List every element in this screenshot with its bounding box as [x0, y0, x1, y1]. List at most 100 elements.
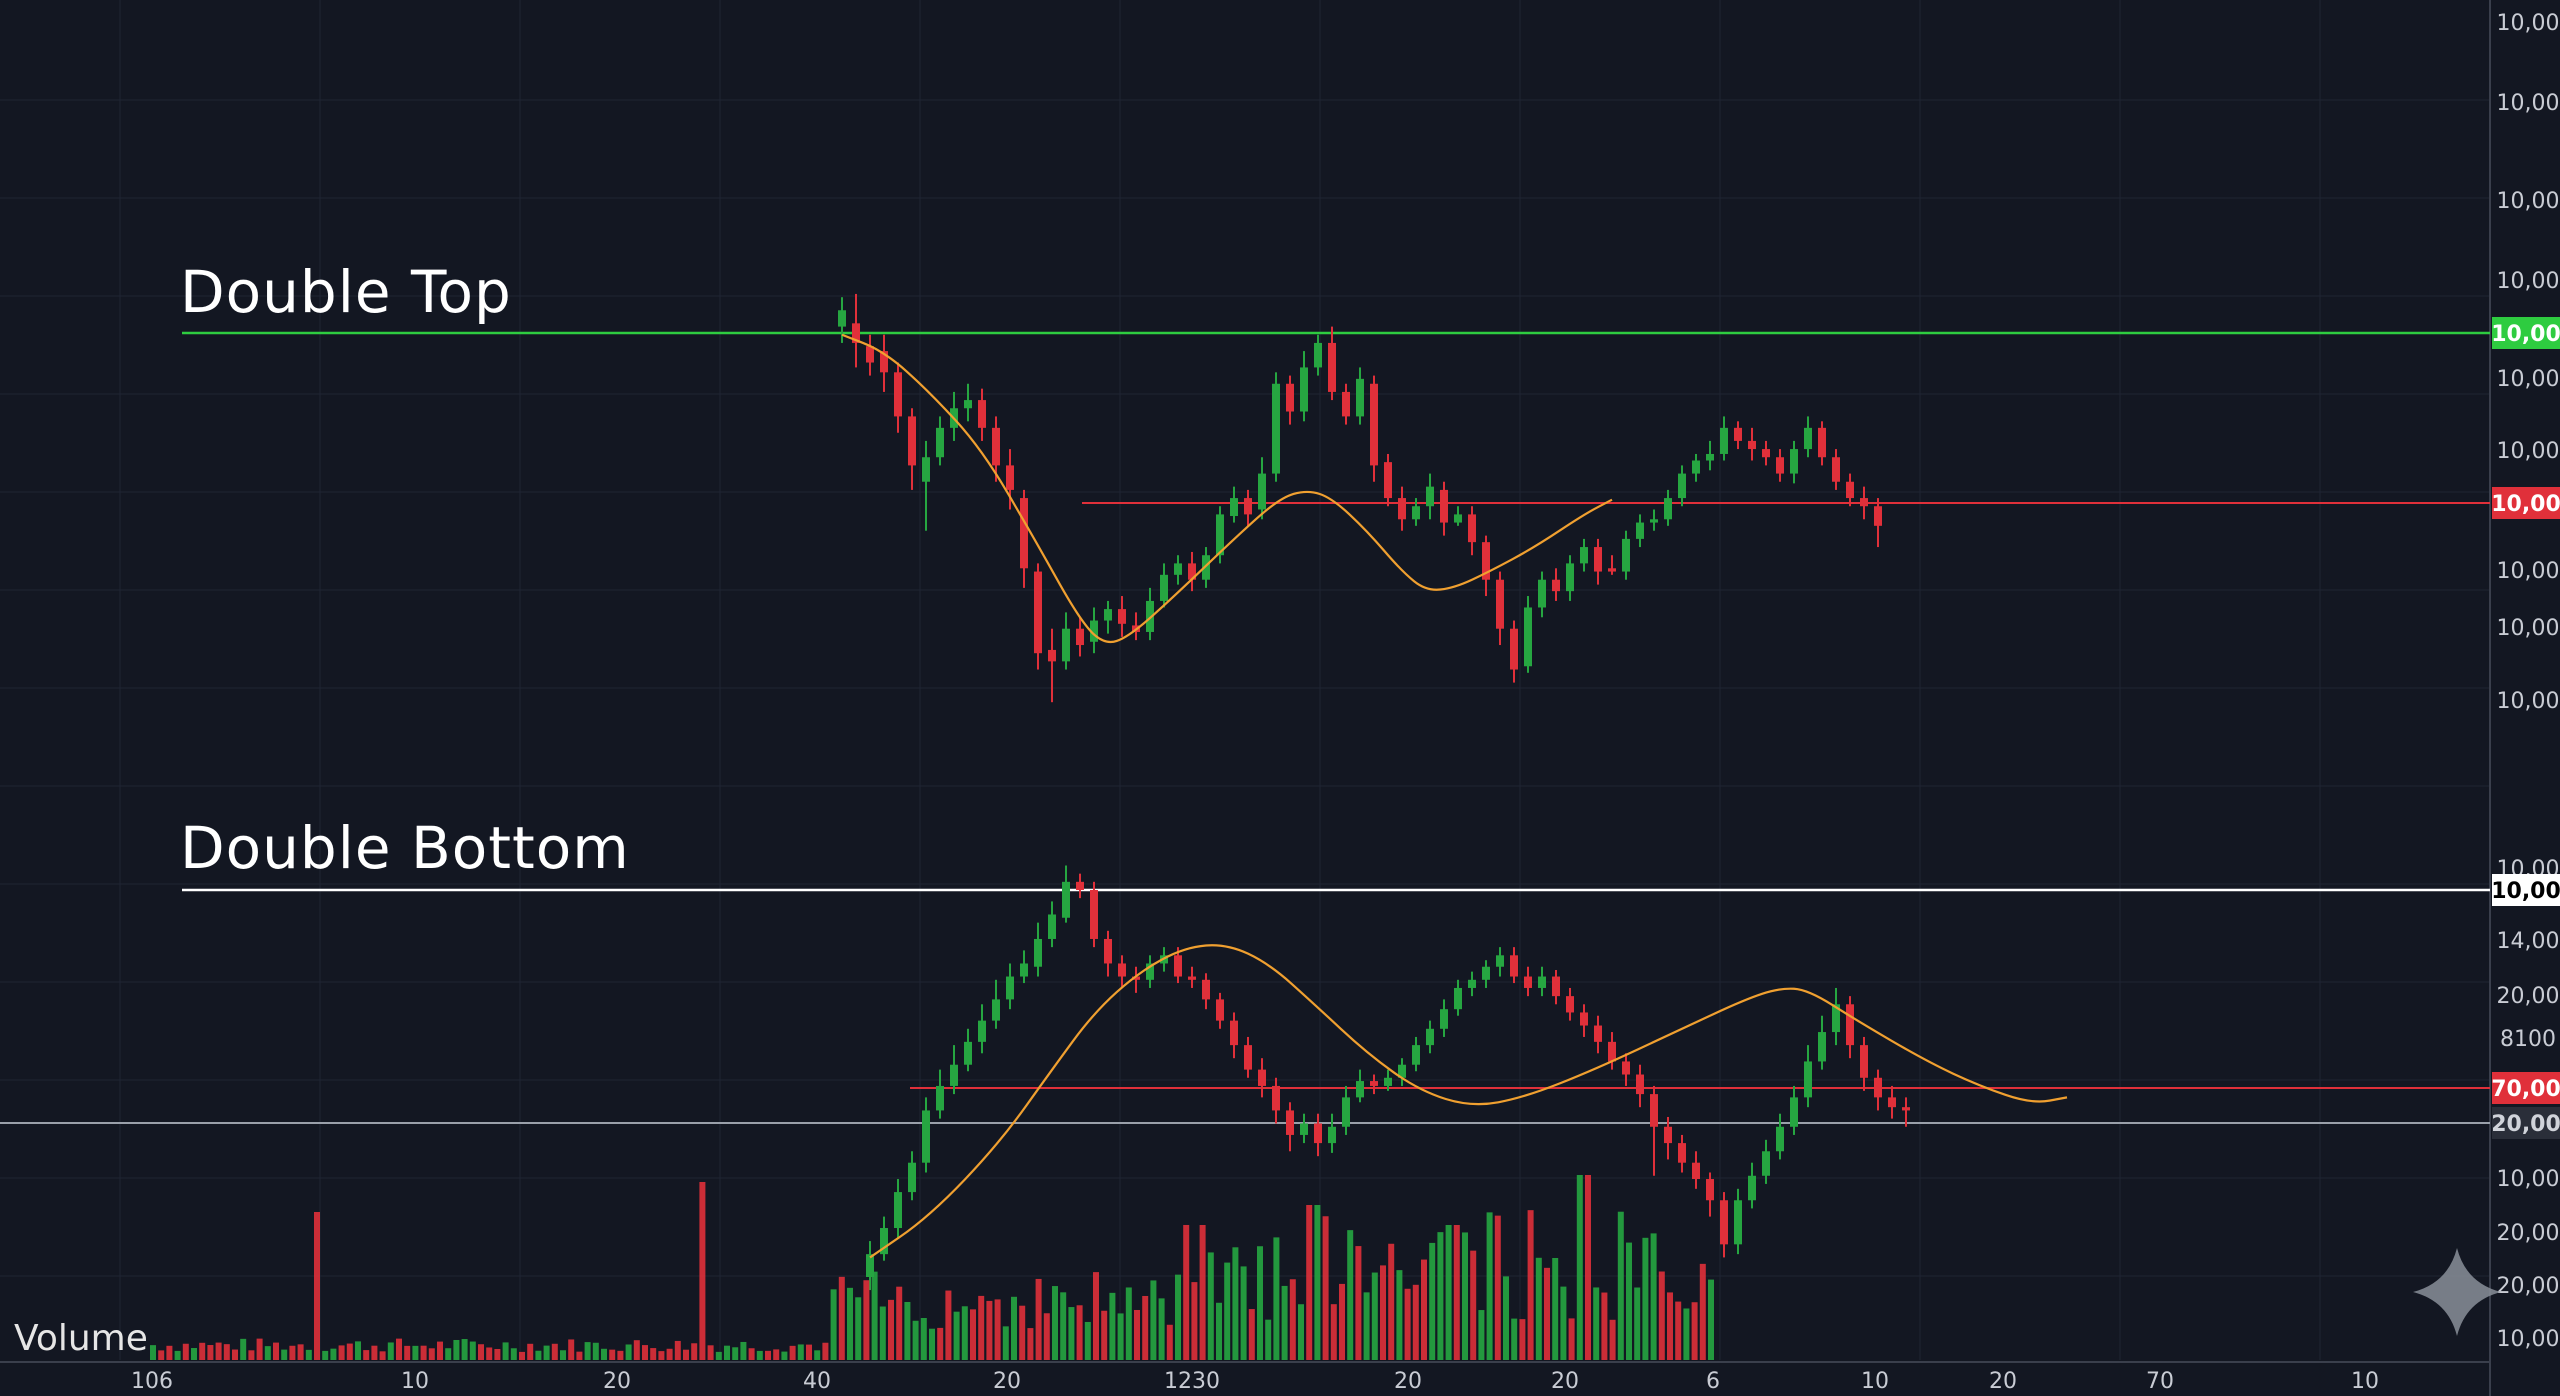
volume-bar: [1199, 1225, 1206, 1360]
volume-bar: [1691, 1302, 1698, 1360]
volume-bar: [445, 1348, 452, 1360]
volume-bar: [568, 1339, 575, 1360]
volume-bar: [1019, 1305, 1026, 1360]
candle: [1412, 1045, 1420, 1065]
time-tick-label: 10: [401, 1369, 429, 1394]
volume-bar: [1027, 1328, 1034, 1360]
candle: [1818, 1032, 1826, 1062]
candle: [1510, 955, 1518, 977]
candle: [1160, 574, 1168, 601]
price-tick-label: 10,00: [2497, 189, 2560, 214]
candle: [1566, 996, 1574, 1013]
volume-bar: [1412, 1284, 1419, 1360]
candle: [1090, 620, 1098, 642]
volume-bar: [1101, 1310, 1108, 1360]
volume-bar: [953, 1311, 960, 1360]
volume-bar: [707, 1345, 714, 1360]
volume-bar: [273, 1342, 279, 1360]
candle: [1174, 563, 1182, 575]
volume-bar: [937, 1327, 944, 1360]
candle: [1412, 506, 1420, 520]
candle: [1510, 628, 1518, 670]
candle: [1832, 457, 1840, 482]
volume-bar: [1224, 1262, 1231, 1360]
candle: [922, 457, 930, 482]
volume-bar: [182, 1343, 189, 1360]
candle: [1692, 460, 1700, 474]
volume-bar: [773, 1349, 780, 1360]
grid: [0, 0, 2491, 1396]
time-tick-label: 10: [2351, 1369, 2379, 1394]
volume-bar: [691, 1343, 698, 1360]
volume-bar: [191, 1348, 197, 1360]
price-tick-label: 10,00: [2497, 616, 2560, 641]
volume-bar: [1363, 1292, 1370, 1360]
candle: [964, 1041, 972, 1065]
price-axis[interactable]: 10,00 10,00 10,00 10,00 10,00 10,00 10,00 10,00…: [2497, 11, 2560, 1352]
volume-bar: [617, 1350, 624, 1360]
candle: [1552, 976, 1560, 997]
volume-bar: [486, 1347, 493, 1360]
volume-bar: [756, 1350, 763, 1360]
candle: [1818, 427, 1826, 458]
volume-bar: [338, 1345, 345, 1360]
volume-bar: [1371, 1272, 1378, 1360]
candle: [1244, 498, 1252, 515]
candle: [1608, 1041, 1616, 1062]
candle: [1342, 391, 1350, 417]
volume-bar: [1396, 1270, 1403, 1360]
price-tag-neckline-bottom-bg: [2492, 1072, 2560, 1104]
candle: [1398, 498, 1406, 520]
price-tags: 10,00 10,00 10,00 70,00 20,00: [2491, 317, 2560, 1139]
price-tag-neckline-top: 10,00: [2491, 492, 2560, 517]
candle: [1720, 1200, 1728, 1245]
candle: [964, 400, 972, 409]
candle: [1384, 462, 1392, 499]
moving-average-line: [841, 333, 1613, 644]
volume-bar: [289, 1345, 296, 1360]
volume-bar: [543, 1345, 550, 1360]
volume-bar: [912, 1320, 919, 1360]
candle: [1174, 955, 1182, 977]
volume-bar: [305, 1349, 312, 1360]
volume-bar: [888, 1299, 894, 1360]
volume-bar: [765, 1350, 771, 1360]
volume-bar: [1699, 1263, 1706, 1360]
volume-bar: [1527, 1210, 1534, 1360]
price-tag-neckline-bottom: 70,00: [2491, 1077, 2560, 1102]
volume-bar: [297, 1344, 304, 1360]
candle: [1006, 976, 1014, 1000]
volume-bar: [789, 1345, 796, 1360]
volume-bar: [1216, 1302, 1222, 1360]
price-tick-label: 10,00: [2497, 91, 2560, 116]
candle: [1034, 938, 1042, 967]
candle: [1594, 547, 1602, 572]
candle: [1622, 538, 1630, 572]
volume-bar: [1035, 1278, 1042, 1360]
time-tick-label: 20: [1394, 1369, 1422, 1394]
price-tick-label: 10,00: [2497, 439, 2560, 464]
candle: [1888, 1097, 1896, 1108]
candle: [1860, 1045, 1868, 1078]
price-tag-resistance: 10,00: [2491, 322, 2560, 347]
volume-bar: [1060, 1292, 1067, 1360]
candle: [1202, 979, 1210, 1000]
volume-bar: [1650, 1233, 1657, 1360]
time-tick-label: 20: [993, 1369, 1021, 1394]
volume-bar: [1298, 1304, 1304, 1360]
volume-bar: [396, 1338, 402, 1360]
volume-bar: [1675, 1301, 1682, 1360]
time-axis[interactable]: 106 10 20 40 20 1230 20 20 6 10 20 70 10: [131, 1369, 2379, 1394]
volume-bar: [781, 1351, 788, 1360]
volume-bar: [1380, 1265, 1386, 1360]
volume-bar: [1232, 1247, 1239, 1360]
candle: [1650, 519, 1658, 523]
volume-bar: [1347, 1230, 1354, 1360]
volume-bar: [1478, 1310, 1485, 1360]
candle: [1496, 955, 1504, 967]
volume-bar: [1404, 1288, 1411, 1360]
candle: [1538, 976, 1546, 988]
volume-bar: [1142, 1295, 1149, 1360]
candle: [1146, 600, 1154, 632]
